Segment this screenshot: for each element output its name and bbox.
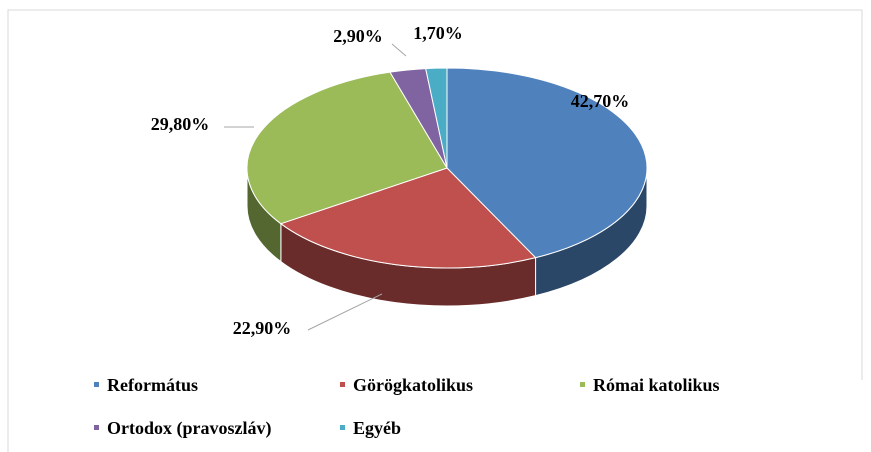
leader-line (391, 43, 407, 57)
leader-line (307, 293, 383, 331)
slice (279, 167, 537, 269)
slice (246, 71, 448, 225)
data-label: 29,80% (151, 114, 210, 134)
legend-label: Görögkatolikus (353, 375, 473, 395)
data-label: 1,70% (413, 23, 463, 43)
slice (425, 67, 448, 169)
data-label: 22,90% (233, 318, 292, 338)
legend-marker (580, 382, 585, 387)
legend-label: Református (107, 375, 198, 395)
data-label: 2,90% (333, 26, 383, 46)
chart-frame (7, 9, 863, 452)
legend-label: Egyéb (353, 418, 401, 438)
data-label: 42,70% (571, 91, 630, 111)
legend-label: Római katolikus (593, 375, 720, 395)
legend-marker (340, 425, 345, 430)
legend-marker (94, 425, 99, 430)
legend-marker (340, 382, 345, 387)
legend-marker (94, 382, 99, 387)
slice (446, 67, 648, 259)
legend-label: Ortodox (pravoszláv) (107, 418, 271, 439)
